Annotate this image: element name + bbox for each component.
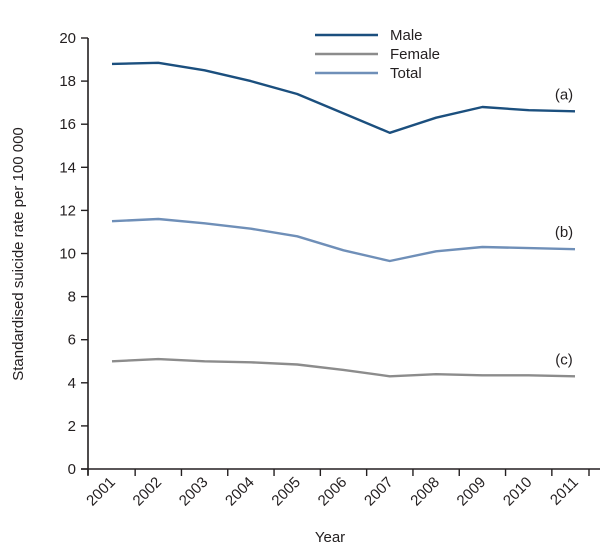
y-tick-label: 2	[68, 418, 76, 435]
y-tick-label: 14	[59, 159, 76, 176]
x-tick-label: 2004	[222, 474, 258, 510]
y-axis-title: Standardised suicide rate per 100 000	[10, 127, 27, 381]
series-lines	[111, 61, 576, 378]
series-line-female	[111, 357, 576, 378]
series-line-male	[111, 61, 576, 135]
y-tick-label: 10	[59, 246, 76, 263]
x-tick-label: 2002	[130, 474, 166, 510]
x-tick-label: 2001	[83, 474, 119, 510]
legend: Male Female Total	[315, 27, 440, 82]
y-tick-label: 18	[59, 73, 76, 90]
x-tick-label: 2003	[176, 474, 212, 510]
annotation-male: (a)	[555, 86, 573, 103]
y-tick-label: 4	[68, 375, 76, 392]
legend-label-total: Total	[390, 65, 422, 82]
x-tick-label: 2007	[361, 474, 397, 510]
axes: 0 2 4 6 8 10 12 14 16 18 20 2001 2002 2003 2004 2005 200…	[59, 30, 600, 509]
y-tick-label: 0	[68, 461, 76, 478]
x-axis-title: Year	[315, 529, 345, 546]
x-tick-label: 2009	[454, 474, 490, 510]
x-tick-label: 2011	[547, 474, 582, 509]
y-tick-label: 20	[59, 30, 76, 47]
annotation-female: (c)	[555, 351, 573, 368]
y-tick-label: 8	[68, 289, 76, 306]
legend-label-female: Female	[390, 46, 440, 63]
series-line-total	[111, 217, 576, 263]
x-tick-label: 2008	[407, 474, 443, 510]
x-tick-label: 2010	[500, 474, 536, 510]
y-tick-label: 16	[59, 116, 76, 133]
legend-label-male: Male	[390, 27, 423, 44]
x-tick-label: 2005	[268, 474, 304, 510]
annotation-total: (b)	[555, 224, 573, 241]
x-tick-label: 2006	[315, 474, 351, 510]
y-tick-label: 12	[59, 202, 76, 219]
annotations: (a) (c) (b)	[555, 86, 573, 368]
y-tick-label: 6	[68, 332, 76, 349]
